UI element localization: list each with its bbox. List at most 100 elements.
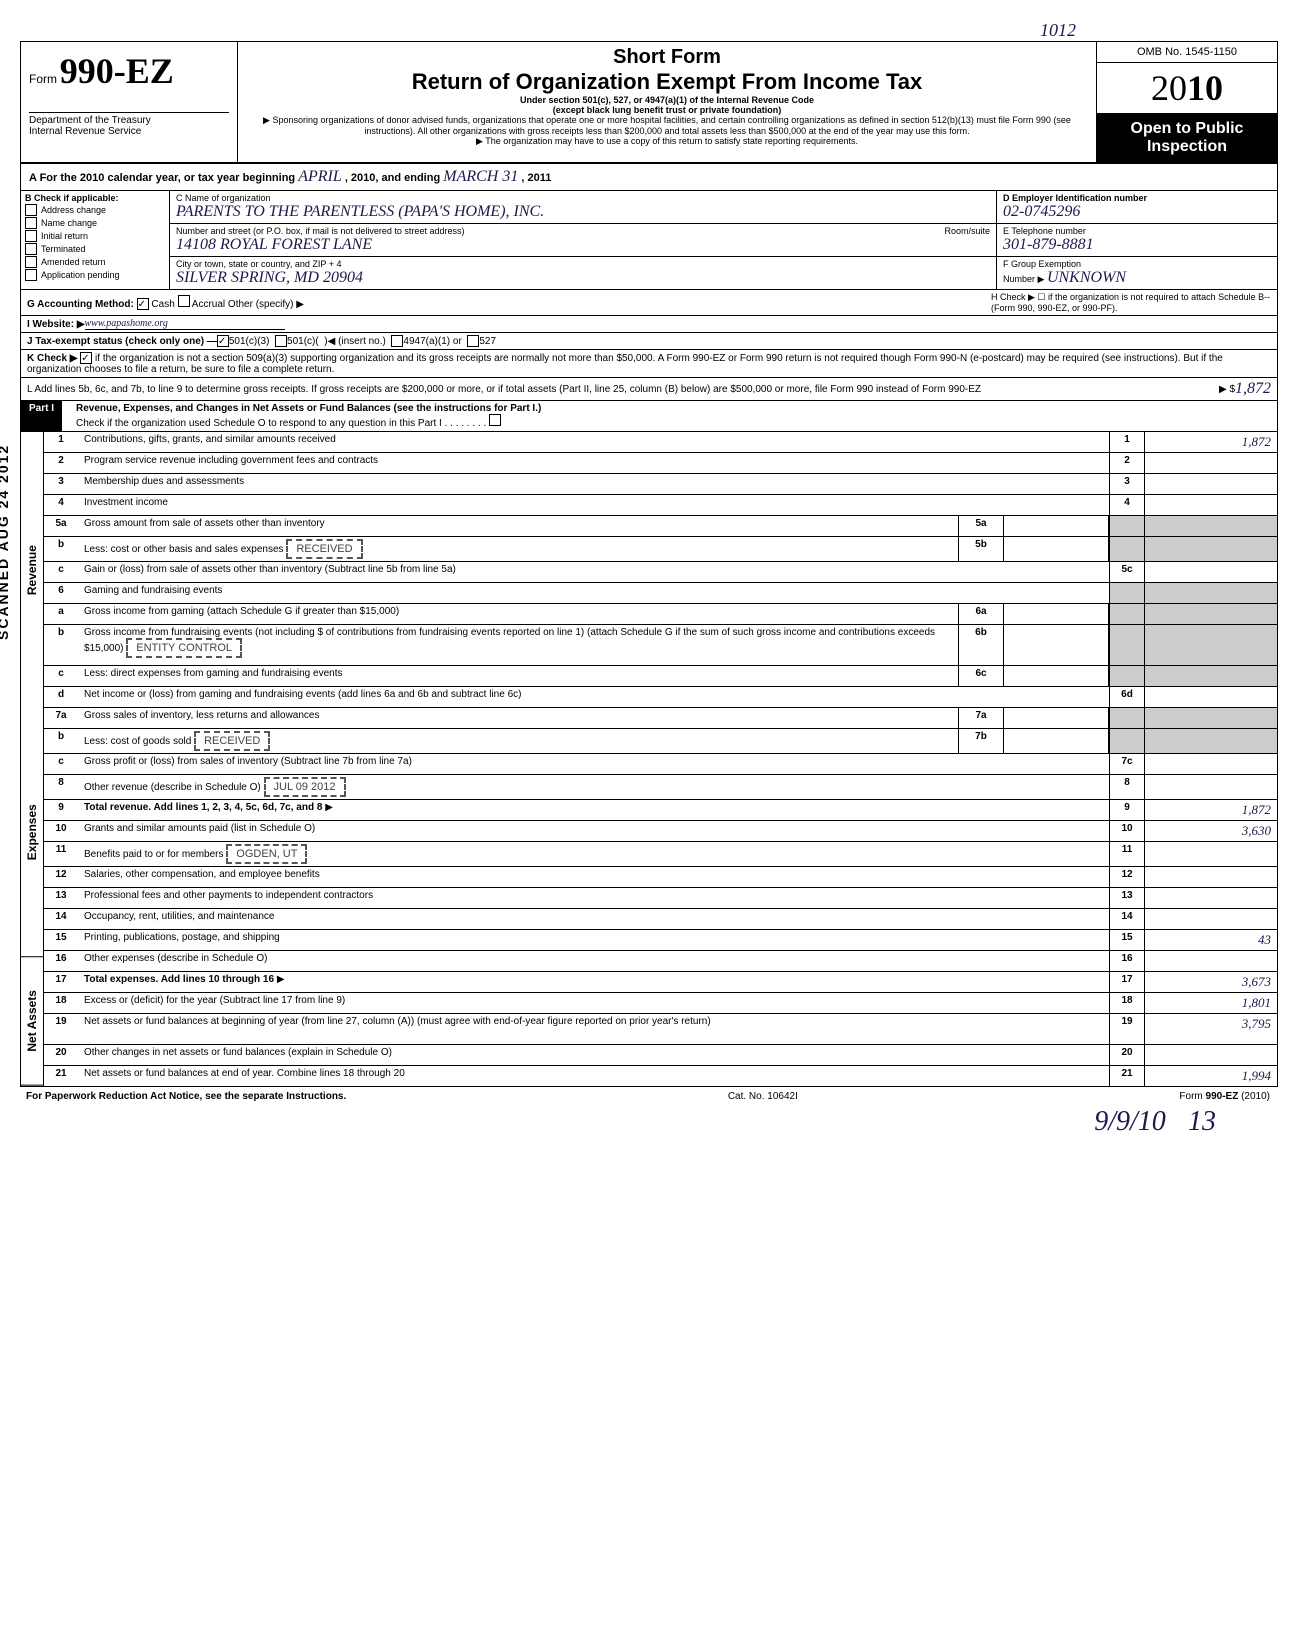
page-number: 1012 bbox=[20, 20, 1276, 41]
name-column: C Name of organization PARENTS TO THE PA… bbox=[170, 191, 997, 289]
accrual-checkbox[interactable] bbox=[178, 295, 190, 307]
row-17: 17 Total expenses. Add lines 10 through … bbox=[44, 972, 1277, 993]
line-num: 8 bbox=[44, 775, 78, 799]
line-desc: Gross income from fundraising events (no… bbox=[78, 625, 958, 665]
row-5b: b Less: cost or other basis and sales ex… bbox=[44, 537, 1277, 562]
ogden-stamp: OGDEN, UT bbox=[226, 844, 307, 864]
row-7b: b Less: cost of goods sold RECEIVED 7b bbox=[44, 729, 1277, 754]
c-label: C Name of organization bbox=[176, 193, 990, 203]
j-527: 527 bbox=[479, 336, 496, 347]
line-desc: Contributions, gifts, grants, and simila… bbox=[78, 432, 1109, 452]
footer-row: For Paperwork Reduction Act Notice, see … bbox=[20, 1087, 1276, 1106]
val-box bbox=[1144, 453, 1277, 473]
line-a-mid: , 2010, and ending bbox=[345, 172, 440, 184]
check-initial-return[interactable]: Initial return bbox=[25, 230, 165, 242]
row-7c: c Gross profit or (loss) from sales of i… bbox=[44, 754, 1277, 775]
ein-field: D Employer Identification number 02-0745… bbox=[997, 191, 1277, 224]
check-label: Initial return bbox=[41, 231, 88, 241]
tax-year-end: MARCH 31 bbox=[443, 168, 518, 185]
line-desc: Less: direct expenses from gaming and fu… bbox=[78, 666, 958, 686]
check-address-change[interactable]: Address change bbox=[25, 204, 165, 216]
line-num: b bbox=[44, 537, 78, 561]
line-desc: Total revenue. Add lines 1, 2, 3, 4, 5c,… bbox=[84, 802, 322, 813]
org-city: SILVER SPRING, MD 20904 bbox=[176, 269, 990, 287]
row-12: 12 Salaries, other compensation, and emp… bbox=[44, 867, 1277, 888]
row-6b: b Gross income from fundraising events (… bbox=[44, 625, 1277, 666]
line-num: 1 bbox=[44, 432, 78, 452]
line-i-j: I Website: ▶ www.papashome.org bbox=[21, 316, 1277, 333]
val-box bbox=[1144, 562, 1277, 582]
form-container: Form 990-EZ Department of the Treasury I… bbox=[20, 41, 1278, 1087]
check-label: Amended return bbox=[41, 257, 106, 267]
row-6d: d Net income or (loss) from gaming and f… bbox=[44, 687, 1277, 708]
line-desc: Salaries, other compensation, and employ… bbox=[78, 867, 1109, 887]
val-box bbox=[1144, 495, 1277, 515]
j-501c3-checkbox[interactable]: ✓ bbox=[217, 335, 229, 347]
part1-checkbox[interactable] bbox=[489, 414, 501, 426]
line-num: 2 bbox=[44, 453, 78, 473]
line-num: 5a bbox=[44, 516, 78, 536]
j-4947-checkbox[interactable] bbox=[391, 335, 403, 347]
tax-year: 2010 bbox=[1097, 63, 1277, 114]
line-num: 11 bbox=[44, 842, 78, 866]
h-label: H Check ▶ ☐ if the organization is not r… bbox=[991, 292, 1271, 313]
j-527-checkbox[interactable] bbox=[467, 335, 479, 347]
right-box: OMB No. 1545-1150 2010 Open to Public In… bbox=[1096, 42, 1277, 162]
desc-text: Other revenue (describe in Schedule O) bbox=[84, 782, 261, 793]
b-label: B Check if applicable: bbox=[25, 193, 165, 203]
cash-checkbox[interactable]: ✓ bbox=[137, 298, 149, 310]
line-desc: Gross amount from sale of assets other t… bbox=[78, 516, 958, 536]
line-desc: Investment income bbox=[78, 495, 1109, 515]
row-16: 16 Other expenses (describe in Schedule … bbox=[44, 951, 1277, 972]
sub-box: 7a bbox=[958, 708, 1004, 728]
check-name-change[interactable]: Name change bbox=[25, 217, 165, 229]
num-box bbox=[1109, 516, 1144, 536]
f-label2: Number ▶ bbox=[1003, 274, 1044, 284]
check-column: B Check if applicable: Address change Na… bbox=[21, 191, 170, 289]
form-number: 990-EZ bbox=[60, 51, 174, 91]
j-501c-checkbox[interactable] bbox=[275, 335, 287, 347]
org-address-field: Number and street (or P.O. box, if mail … bbox=[170, 224, 996, 257]
sub-val bbox=[1004, 625, 1109, 665]
val-box: 1,801 bbox=[1144, 993, 1277, 1013]
sub-box: 5a bbox=[958, 516, 1004, 536]
return-title: Return of Organization Exempt From Incom… bbox=[248, 69, 1086, 95]
k-checkbox[interactable]: ✓ bbox=[80, 352, 92, 364]
sub-val bbox=[1004, 708, 1109, 728]
content-rows: 1 Contributions, gifts, grants, and simi… bbox=[44, 432, 1277, 1086]
num-box bbox=[1109, 708, 1144, 728]
line-desc: Membership dues and assessments bbox=[78, 474, 1109, 494]
check-amended[interactable]: Amended return bbox=[25, 256, 165, 268]
section-b: B Check if applicable: Address change Na… bbox=[21, 191, 1277, 290]
phone-field: E Telephone number 301-879-8881 bbox=[997, 224, 1277, 257]
website-value: www.papashome.org bbox=[85, 318, 285, 330]
line-desc: Less: cost or other basis and sales expe… bbox=[78, 537, 958, 561]
row-7a: 7a Gross sales of inventory, less return… bbox=[44, 708, 1277, 729]
num-box bbox=[1109, 583, 1144, 603]
part1-title: Revenue, Expenses, and Changes in Net As… bbox=[76, 403, 541, 414]
num-box: 9 bbox=[1109, 800, 1144, 820]
i-label: I Website: ▶ bbox=[27, 319, 85, 330]
g-label: G Accounting Method: bbox=[27, 299, 134, 310]
d-label: D Employer Identification number bbox=[1003, 193, 1271, 203]
sub-box: 6b bbox=[958, 625, 1004, 665]
line-desc: Benefits paid to or for members OGDEN, U… bbox=[78, 842, 1109, 866]
val-box: 1,872 bbox=[1144, 800, 1277, 820]
line-num: 14 bbox=[44, 909, 78, 929]
val-box bbox=[1144, 1045, 1277, 1065]
num-box: 17 bbox=[1109, 972, 1144, 992]
short-form-title: Short Form bbox=[248, 46, 1086, 69]
line-l: L Add lines 5b, 6c, and 7b, to line 9 to… bbox=[21, 378, 1277, 401]
vert-labels: Revenue Expenses Net Assets bbox=[21, 432, 44, 1086]
line-desc: Net assets or fund balances at end of ye… bbox=[78, 1066, 1109, 1086]
check-terminated[interactable]: Terminated bbox=[25, 243, 165, 255]
org-address: 14108 ROYAL FOREST LANE bbox=[176, 236, 990, 254]
line-num: c bbox=[44, 562, 78, 582]
row-3: 3 Membership dues and assessments 3 bbox=[44, 474, 1277, 495]
row-10: 10 Grants and similar amounts paid (list… bbox=[44, 821, 1277, 842]
tax-year-start: APRIL bbox=[298, 168, 342, 185]
check-pending[interactable]: Application pending bbox=[25, 269, 165, 281]
line-desc: Gain or (loss) from sale of assets other… bbox=[78, 562, 1109, 582]
line-desc: Professional fees and other payments to … bbox=[78, 888, 1109, 908]
ein-value: 02-0745296 bbox=[1003, 203, 1271, 221]
